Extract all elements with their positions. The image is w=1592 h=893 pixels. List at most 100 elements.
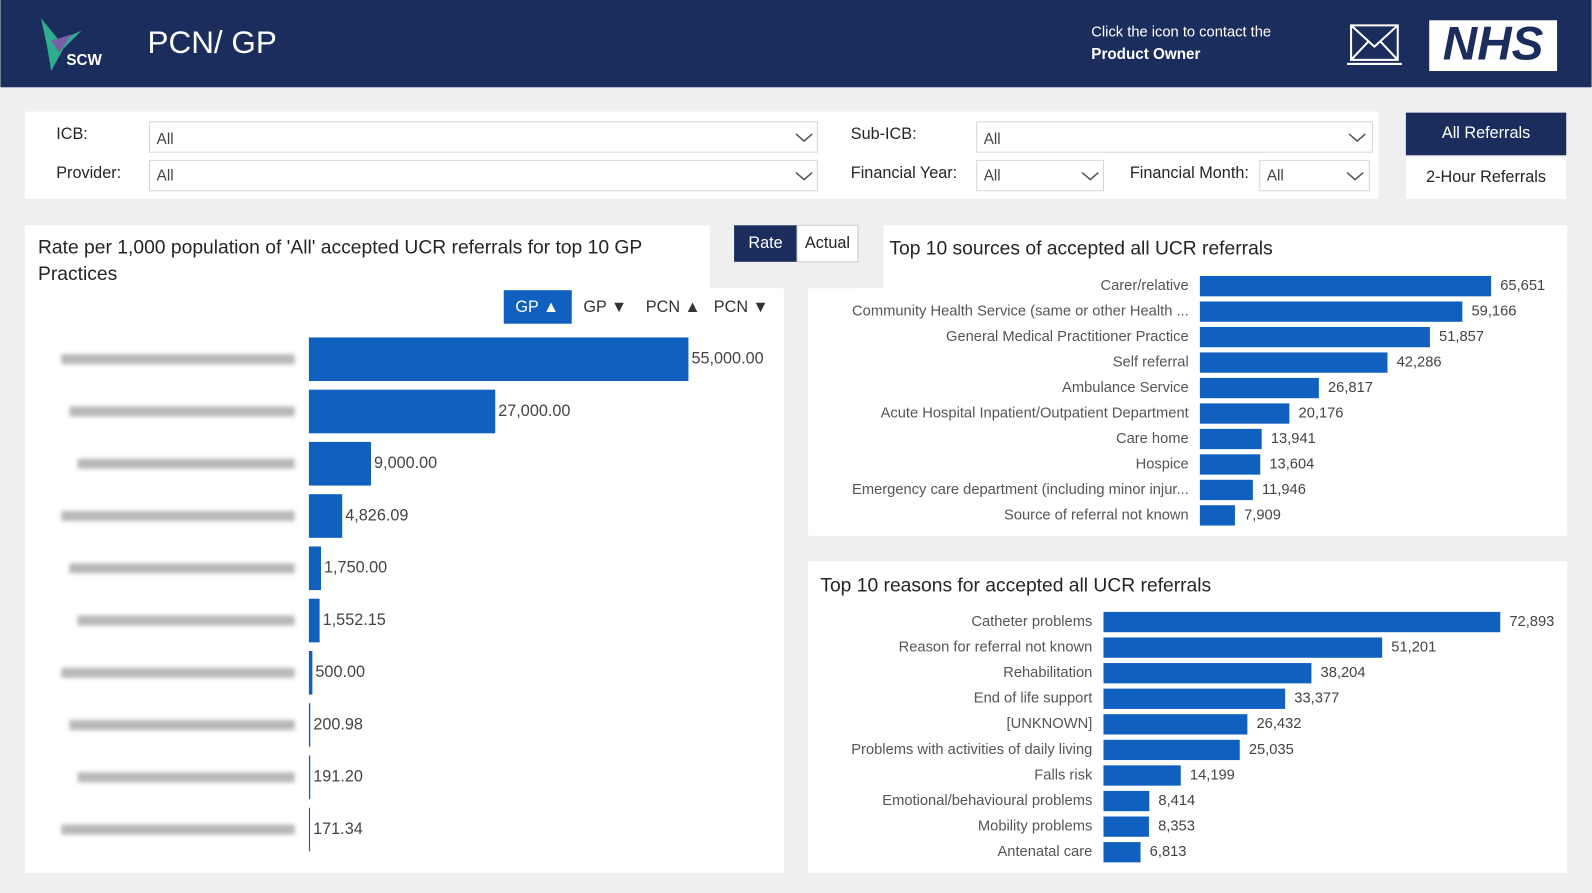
- bar: [1103, 842, 1141, 863]
- bar: [1199, 479, 1253, 501]
- dropdown[interactable]: [976, 121, 1373, 153]
- data-label: 7,909: [1244, 507, 1281, 523]
- chart-title-box: Rate per 1,000 population of 'All' accep…: [37, 237, 642, 286]
- chart-title: Rate per 1,000 population of 'All' accep…: [37, 237, 642, 286]
- bar: [308, 807, 311, 852]
- redacted-label: [77, 458, 295, 469]
- dropdown[interactable]: [149, 121, 818, 153]
- bar: [1199, 377, 1319, 399]
- page-title: PCN/ GP: [148, 25, 277, 60]
- category-label: Community Health Service (same or other …: [852, 304, 1189, 320]
- bar: [1199, 301, 1463, 322]
- bar: [1103, 688, 1286, 709]
- data-label: 13,604: [1269, 456, 1314, 472]
- rate-button[interactable]: [734, 225, 798, 262]
- data-label: 8,414: [1158, 793, 1195, 809]
- data-label: 55,000.00: [691, 350, 763, 368]
- data-label: 171.34: [313, 820, 363, 838]
- dropdown-value: All: [157, 131, 174, 148]
- logo-mark-accent: [51, 34, 72, 53]
- mail-icon[interactable]: [1347, 24, 1402, 65]
- data-label: 72,893: [1509, 614, 1554, 630]
- data-label: 8,353: [1158, 819, 1195, 835]
- bar: [308, 703, 311, 747]
- sort-label[interactable]: GP ▼: [583, 298, 627, 316]
- filter-label: Financial Year:: [851, 164, 957, 182]
- dropdown[interactable]: [1259, 159, 1370, 192]
- data-label: 1,552.15: [323, 611, 386, 629]
- bar: [1103, 714, 1248, 735]
- category-label: Acute Hospital Inpatient/Outpatient Depa…: [881, 405, 1189, 421]
- dropdown-value: All: [984, 131, 1001, 148]
- category-label: Hospice: [1136, 456, 1189, 472]
- bar: [1103, 816, 1149, 837]
- redacted-label: [61, 510, 295, 522]
- contact-owner: Product Owner: [1091, 46, 1200, 63]
- contact-text: Click the icon to contact the: [1091, 24, 1271, 40]
- bar: [1199, 403, 1290, 424]
- category-label: Rehabilitation: [1003, 665, 1092, 681]
- data-label: 27,000.00: [498, 402, 570, 420]
- bar: [1103, 637, 1383, 658]
- data-label: 191.20: [313, 768, 363, 786]
- button-label: 2-Hour Referrals: [1426, 168, 1546, 186]
- filter-label: Financial Month:: [1130, 164, 1249, 182]
- dropdown[interactable]: [149, 159, 818, 192]
- nhs-logo-box: [1429, 20, 1558, 72]
- chart-title: Top 10 sources of accepted all UCR refer…: [889, 239, 1272, 260]
- sort-label[interactable]: PCN ▼: [714, 298, 769, 316]
- redacted-label: [77, 772, 295, 783]
- sort-label[interactable]: PCN ▲: [646, 298, 701, 316]
- filter-label: ICB:: [56, 125, 88, 143]
- sort-button[interactable]: [503, 290, 572, 324]
- chart-title: Top 10 reasons for accepted all UCR refe…: [820, 576, 1211, 597]
- logo-text: SCW: [66, 52, 102, 69]
- category-label: Emergency care department (including min…: [852, 482, 1189, 498]
- filter-label: Sub-ICB:: [851, 125, 917, 143]
- bar: [308, 755, 311, 800]
- dropdown-value: All: [157, 168, 174, 185]
- bar: [308, 650, 313, 695]
- bar: [308, 441, 372, 486]
- button-label: All Referrals: [1442, 124, 1530, 142]
- data-label: 9,000.00: [374, 454, 437, 472]
- bar: [308, 598, 320, 643]
- data-label: 26,817: [1328, 380, 1373, 396]
- bar: [1199, 505, 1235, 526]
- bar: [308, 546, 321, 591]
- bar: [1199, 352, 1388, 373]
- category-label: Self referral: [1113, 354, 1189, 370]
- category-label: Carer/relative: [1100, 278, 1188, 294]
- bar: [1199, 326, 1430, 348]
- category-label: General Medical Practitioner Practice: [946, 329, 1189, 345]
- category-label: Problems with activities of daily living: [851, 742, 1092, 758]
- category-label: [UNKNOWN]: [1007, 716, 1093, 732]
- two-hour-referrals-button[interactable]: [1405, 157, 1567, 199]
- header-bar: [0, 0, 1592, 88]
- bar: [1103, 663, 1312, 684]
- data-label: 25,035: [1249, 742, 1294, 758]
- sort-label: GP ▲: [515, 298, 559, 316]
- data-label: 65,651: [1500, 278, 1545, 294]
- dropdown[interactable]: [976, 159, 1104, 192]
- data-label: 4,826.09: [345, 506, 408, 524]
- data-label: 200.98: [313, 715, 363, 733]
- all-referrals-button[interactable]: [1405, 112, 1567, 156]
- dropdown-value: All: [984, 168, 1001, 185]
- data-label: 13,941: [1271, 431, 1316, 447]
- category-label: Mobility problems: [978, 819, 1092, 835]
- bar: [1103, 611, 1501, 633]
- redacted-label: [69, 719, 295, 731]
- actual-button[interactable]: [796, 224, 859, 263]
- category-label: Ambulance Service: [1062, 380, 1189, 396]
- button-label: Actual: [805, 234, 850, 252]
- redacted-label: [69, 563, 295, 574]
- bar: [1103, 739, 1240, 761]
- data-label: 1,750.00: [324, 559, 387, 577]
- gp-chart-panel: [24, 225, 784, 873]
- redacted-label: [61, 667, 295, 678]
- data-label: 42,286: [1397, 354, 1442, 370]
- category-label: Care home: [1116, 431, 1189, 447]
